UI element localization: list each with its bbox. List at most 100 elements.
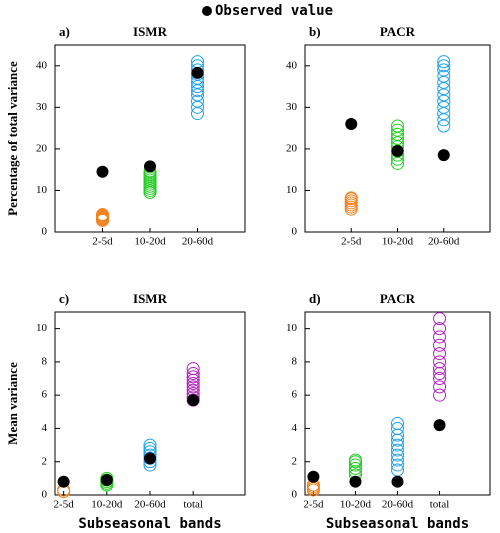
x-tick-label: total <box>430 499 450 511</box>
plot-frame <box>304 44 491 233</box>
ensemble-member <box>433 362 447 376</box>
ensemble-member <box>391 448 404 462</box>
observed-value <box>433 419 446 432</box>
ensemble-member <box>391 443 404 457</box>
panel-label: a) <box>59 24 70 39</box>
y-tick-label: 0 <box>292 226 298 238</box>
ensemble-member <box>348 458 362 472</box>
ensemble-member <box>433 388 447 402</box>
ensemble-member <box>437 63 451 77</box>
ensemble-member <box>348 453 362 467</box>
observed-value <box>57 475 70 488</box>
ensemble-member <box>433 367 447 381</box>
observed-value <box>391 475 404 488</box>
x-tick-label: 20-60d <box>428 236 460 248</box>
legend-label: Observed value <box>215 3 333 19</box>
ensemble-member <box>437 69 451 83</box>
observed-value <box>144 452 156 465</box>
y-tick-label: 30 <box>286 101 298 113</box>
y-tick-label: 0 <box>42 226 48 238</box>
x-tick-label: 2-5d <box>54 499 75 511</box>
ensemble-member <box>391 123 404 137</box>
x-tick-label: 2-5d <box>92 236 113 248</box>
y-tick-label: 10 <box>36 184 48 196</box>
ensemble-member <box>391 119 404 133</box>
ensemble-member <box>391 127 404 141</box>
x-tick-label: 10-20d <box>134 236 166 248</box>
x-tick-label: 10-20d <box>340 499 372 511</box>
y-axis-label: Mean variance <box>5 362 20 445</box>
observed-value <box>345 117 358 130</box>
ensemble-member <box>433 355 447 369</box>
ensemble-member <box>433 312 447 326</box>
ensemble-member <box>186 367 200 381</box>
observed-value <box>144 160 156 173</box>
y-tick-label: 30 <box>36 101 48 113</box>
ensemble-member <box>186 370 200 384</box>
y-axis-label: Percentage of total variance <box>5 61 20 216</box>
ensemble-member <box>191 94 204 108</box>
y-tick-label: 4 <box>42 422 48 434</box>
x-tick-label: total <box>183 499 203 511</box>
ensemble-member <box>186 362 200 376</box>
y-tick-label: 8 <box>292 355 298 367</box>
ensemble-member <box>433 380 447 394</box>
x-tick-label: 2-5d <box>303 499 324 511</box>
ensemble-member <box>433 347 447 361</box>
ensemble-member <box>391 453 404 467</box>
x-axis-label: Subseasonal bands <box>326 516 469 532</box>
x-tick-label: 20-60d <box>182 236 214 248</box>
panel-title: PACR <box>380 291 416 306</box>
y-tick-label: 8 <box>42 355 48 367</box>
y-tick-label: 10 <box>36 322 48 334</box>
ensemble-member <box>433 330 447 344</box>
ensemble-member <box>143 438 157 452</box>
ensemble-member <box>348 461 362 475</box>
observed-value <box>100 474 113 487</box>
observed-value <box>96 165 109 178</box>
ensemble-member <box>391 416 404 430</box>
panel-title: PACR <box>380 24 416 39</box>
observed-value <box>349 475 362 488</box>
observed-value <box>191 66 204 79</box>
observed-value <box>187 394 200 407</box>
ensemble-member <box>433 372 447 386</box>
plot-frame <box>54 44 246 233</box>
y-tick-label: 2 <box>42 455 48 467</box>
ensemble-member <box>186 380 200 394</box>
y-tick-label: 0 <box>292 489 298 501</box>
ensemble-member <box>186 377 200 391</box>
ensemble-member <box>433 338 447 352</box>
y-tick-label: 10 <box>286 184 298 196</box>
x-tick-label: 20-60d <box>382 499 414 511</box>
y-tick-label: 4 <box>292 422 298 434</box>
y-tick-label: 20 <box>36 142 48 154</box>
y-tick-label: 20 <box>286 142 298 154</box>
y-tick-label: 40 <box>36 59 48 71</box>
ensemble-member <box>437 55 451 69</box>
plot-frame <box>304 311 491 496</box>
ensemble-member <box>391 438 404 452</box>
y-tick-label: 2 <box>292 455 298 467</box>
y-tick-label: 40 <box>286 59 298 71</box>
x-axis-label: Subseasonal bands <box>78 516 221 532</box>
ensemble-member <box>344 191 358 205</box>
y-tick-label: 6 <box>42 389 48 401</box>
ensemble-member <box>437 59 451 73</box>
panel-label: b) <box>309 24 321 39</box>
observed-value <box>437 149 450 162</box>
legend-marker <box>202 6 212 16</box>
panel-title: ISMR <box>133 24 168 39</box>
x-tick-label: 2-5d <box>341 236 362 248</box>
y-tick-label: 0 <box>42 489 48 501</box>
panel-label: d) <box>309 291 321 306</box>
y-tick-label: 10 <box>286 322 298 334</box>
ensemble-member <box>96 208 109 222</box>
ensemble-member <box>433 322 447 336</box>
ensemble-member <box>391 421 404 435</box>
x-tick-label: 10-20d <box>91 499 123 511</box>
x-tick-label: 20-60d <box>134 499 166 511</box>
ensemble-member <box>391 458 404 472</box>
panel-title: ISMR <box>133 291 168 306</box>
